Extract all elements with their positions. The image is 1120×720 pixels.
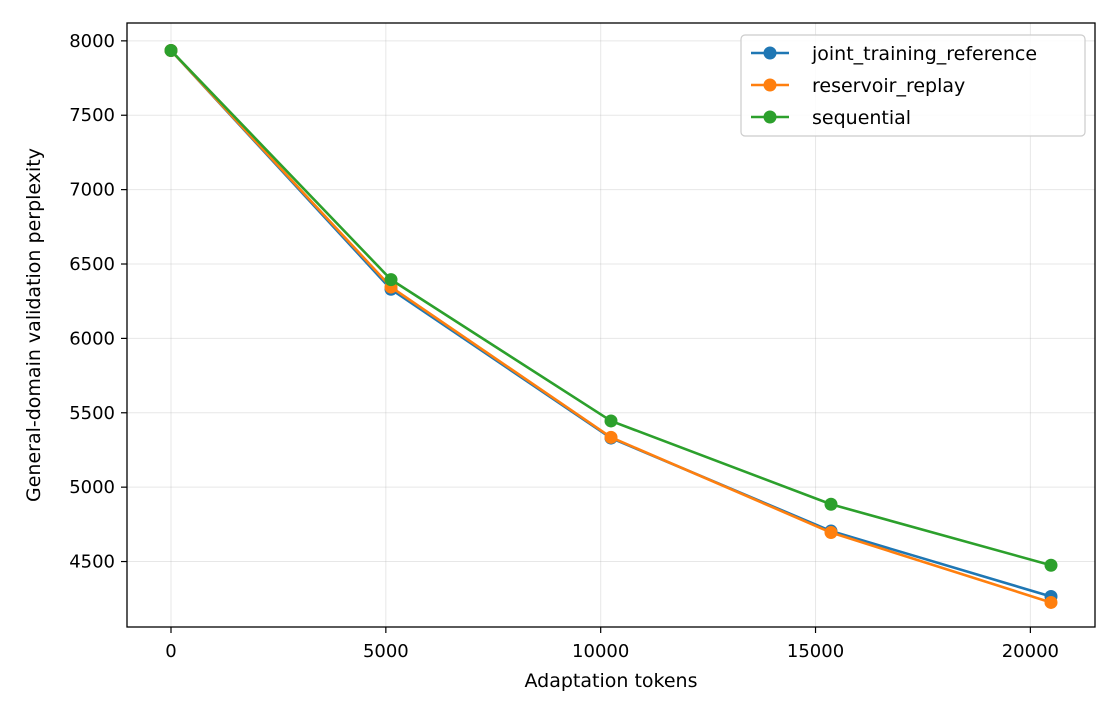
data-point-reservoir_replay (1044, 595, 1058, 609)
y-tick-label: 6000 (69, 328, 115, 349)
data-point-sequential (164, 44, 178, 58)
data-point-reservoir_replay (604, 430, 618, 444)
legend-box (740, 34, 1086, 137)
x-axis-label: Adaptation tokens (525, 670, 698, 692)
y-tick-label: 7500 (69, 105, 115, 126)
x-tick-label: 10000 (572, 641, 629, 662)
plot-frame (126, 22, 1096, 628)
legend: joint_training_reference reservoir_replay… (740, 34, 1086, 137)
x-tick-label: 15000 (787, 641, 844, 662)
x-tick-label: 5000 (363, 641, 409, 662)
legend-label: sequential (812, 107, 911, 129)
legend-marker (763, 78, 777, 92)
data-point-sequential (604, 414, 618, 428)
legend-marker (763, 46, 777, 60)
y-tick-label: 8000 (69, 31, 115, 52)
legend-label: reservoir_replay (812, 75, 965, 97)
y-tick-label: 5000 (69, 477, 115, 498)
legend-label: joint_training_reference (811, 43, 1037, 65)
y-tick-label: 5500 (69, 403, 115, 424)
y-tick-label: 6500 (69, 254, 115, 275)
axis-ticks: 0 5000 10000 15000 20000 4500 5000 5500 6000 6500… (69, 31, 1059, 662)
y-tick-label: 4500 (69, 552, 115, 573)
x-tick-label: 0 (165, 641, 176, 662)
y-axis-label: General-domain validation perplexity (23, 148, 45, 502)
y-tick-label: 7000 (69, 180, 115, 201)
series-sequential (164, 44, 1058, 572)
x-tick-label: 20000 (1002, 641, 1059, 662)
data-point-sequential (824, 497, 838, 511)
data-point-sequential (384, 273, 398, 287)
series-layer (164, 44, 1058, 609)
data-point-sequential (1044, 558, 1058, 572)
legend-marker (763, 110, 777, 124)
data-point-reservoir_replay (824, 526, 838, 540)
